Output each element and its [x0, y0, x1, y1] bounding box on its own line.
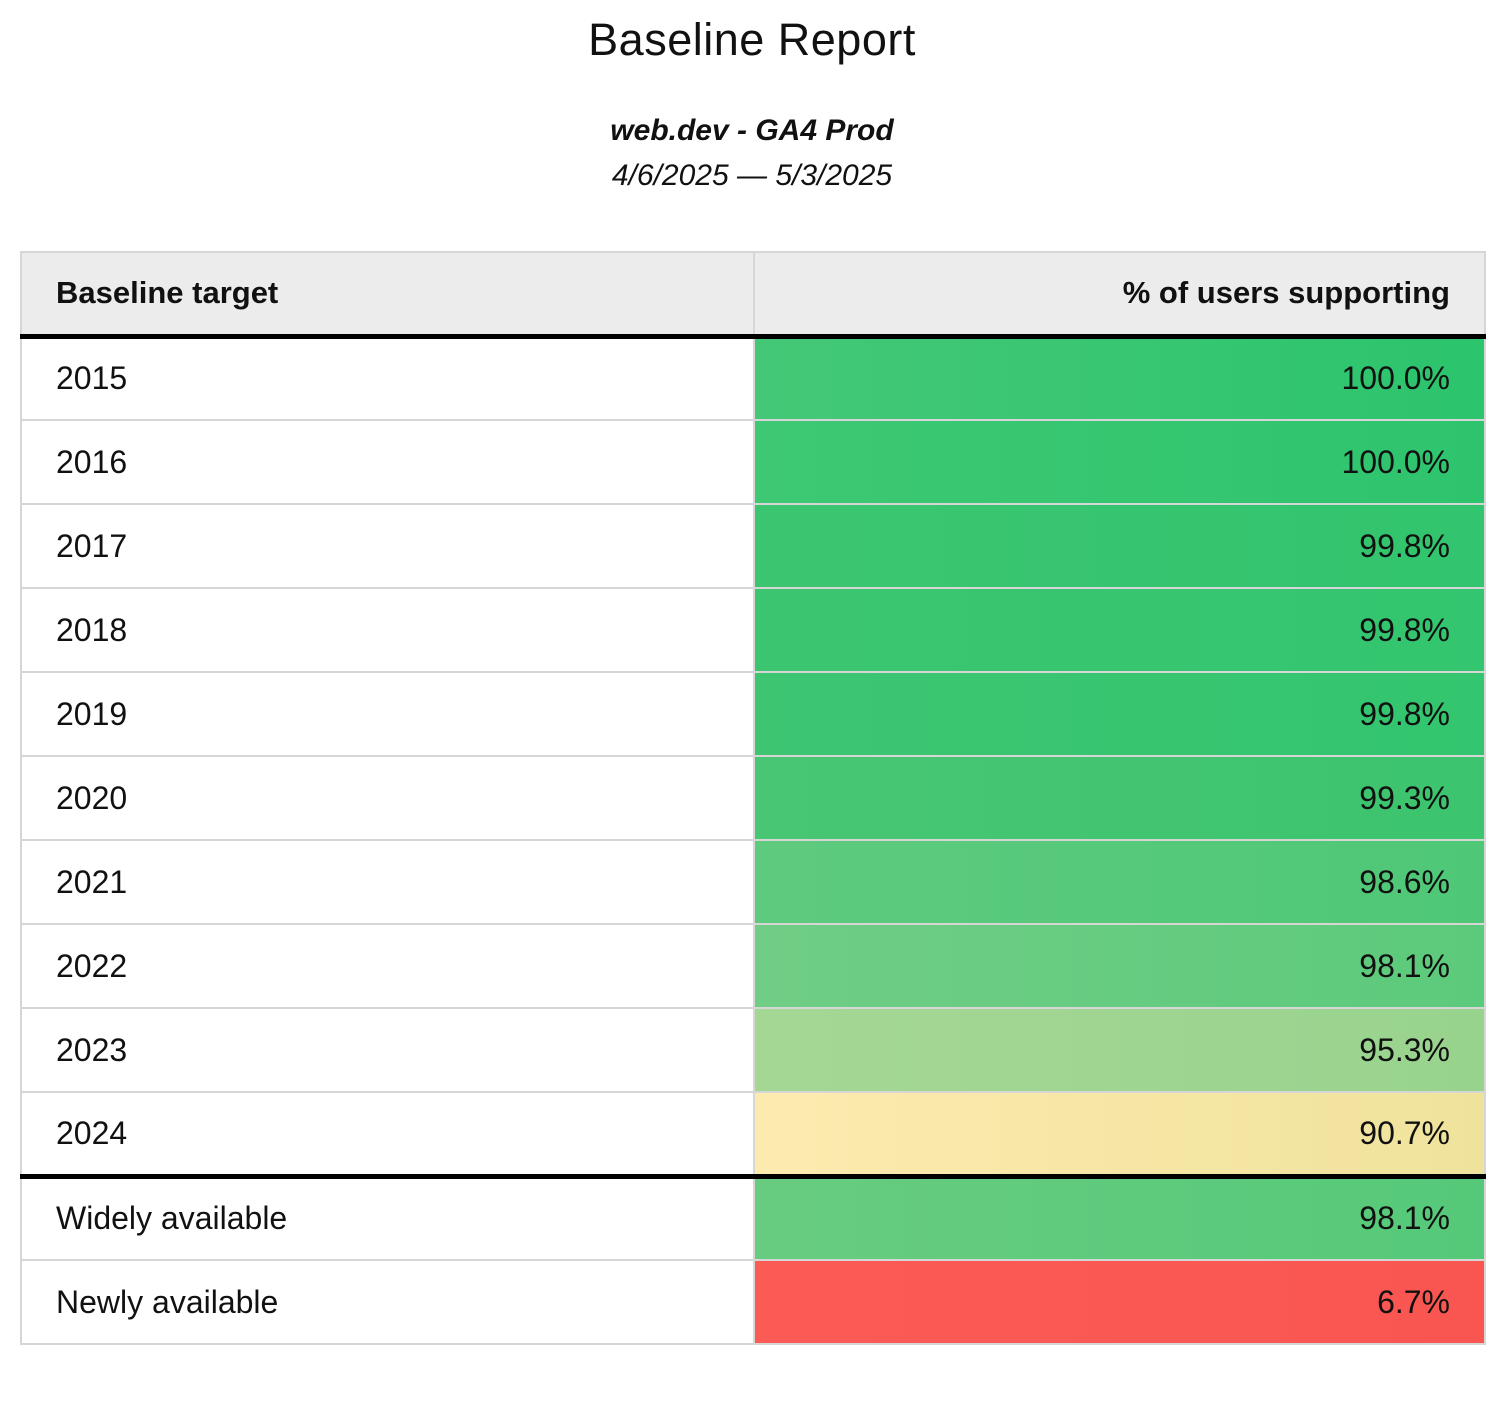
row-label: 2021	[20, 839, 755, 925]
row-value: 98.6%	[753, 839, 1486, 925]
row-value: 100.0%	[753, 419, 1486, 505]
table-header: Baseline target % of users supporting	[20, 251, 1486, 339]
row-value: 98.1%	[753, 1173, 1486, 1261]
row-value: 99.8%	[753, 587, 1486, 673]
table-row: 2021 98.6%	[20, 839, 1486, 925]
table-row: 2015 100.0%	[20, 335, 1486, 421]
table-row: 2019 99.8%	[20, 671, 1486, 757]
table-body: 2015 100.0% 2016 100.0% 2017 99.8% 2018 …	[20, 335, 1486, 1345]
row-label: 2022	[20, 923, 755, 1009]
row-value: 100.0%	[753, 335, 1486, 421]
row-label: 2020	[20, 755, 755, 841]
table-row: 2020 99.3%	[20, 755, 1486, 841]
row-label: 2016	[20, 419, 755, 505]
table-row: 2023 95.3%	[20, 1007, 1486, 1093]
row-value: 99.3%	[753, 755, 1486, 841]
column-header-baseline-target: Baseline target	[20, 251, 755, 339]
row-label: 2019	[20, 671, 755, 757]
page-title: Baseline Report	[588, 14, 916, 65]
row-label: Newly available	[20, 1259, 755, 1345]
row-label: 2023	[20, 1007, 755, 1093]
row-label: 2017	[20, 503, 755, 589]
row-value: 98.1%	[753, 923, 1486, 1009]
row-label: Widely available	[20, 1173, 755, 1261]
row-value: 6.7%	[753, 1259, 1486, 1345]
table-row: 2024 90.7%	[20, 1091, 1486, 1177]
baseline-table: Baseline target % of users supporting 20…	[20, 251, 1486, 1345]
row-label: 2024	[20, 1091, 755, 1177]
row-label: 2018	[20, 587, 755, 673]
row-label: 2015	[20, 335, 755, 421]
table-row: Widely available 98.1%	[20, 1173, 1486, 1261]
header-row: Baseline target % of users supporting	[20, 251, 1486, 339]
row-value: 99.8%	[753, 503, 1486, 589]
table-row: Newly available 6.7%	[20, 1259, 1486, 1345]
table-row: 2018 99.8%	[20, 587, 1486, 673]
row-value: 95.3%	[753, 1007, 1486, 1093]
table-row: 2022 98.1%	[20, 923, 1486, 1009]
row-value: 90.7%	[753, 1091, 1486, 1177]
table-row: 2017 99.8%	[20, 503, 1486, 589]
row-value: 99.8%	[753, 671, 1486, 757]
property-subtitle: web.dev - GA4 Prod	[610, 114, 894, 147]
baseline-report: Baseline Report web.dev - GA4 Prod 4/6/2…	[0, 14, 1504, 1345]
date-range: 4/6/2025 — 5/3/2025	[611, 159, 893, 192]
column-header-percent-users: % of users supporting	[753, 251, 1486, 339]
table-row: 2016 100.0%	[20, 419, 1486, 505]
